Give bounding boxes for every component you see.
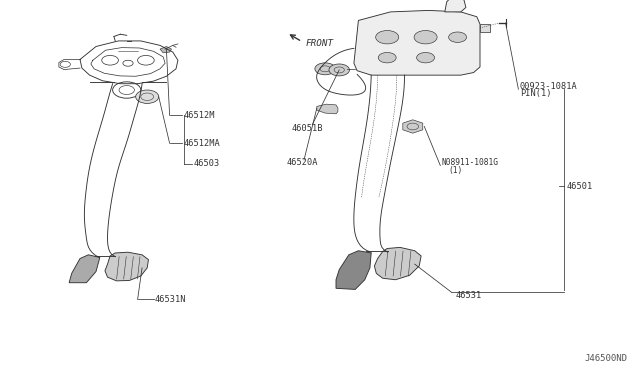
Text: 46503: 46503 — [193, 159, 220, 168]
Text: J46500ND: J46500ND — [584, 354, 627, 363]
Text: 46512MA: 46512MA — [184, 139, 220, 148]
Polygon shape — [354, 10, 480, 75]
Circle shape — [378, 52, 396, 63]
Text: 00923-1081A: 00923-1081A — [520, 82, 577, 91]
Text: FRONT: FRONT — [306, 39, 334, 48]
Polygon shape — [160, 46, 172, 53]
Polygon shape — [317, 104, 338, 114]
Polygon shape — [403, 120, 423, 133]
Polygon shape — [69, 255, 100, 283]
Text: 46520A: 46520A — [287, 158, 318, 167]
Text: 46531N: 46531N — [155, 295, 186, 304]
Text: (1): (1) — [448, 166, 462, 174]
Circle shape — [315, 63, 335, 75]
Text: 46501: 46501 — [566, 182, 593, 190]
Text: 46051B: 46051B — [291, 124, 323, 133]
Circle shape — [449, 32, 467, 42]
Circle shape — [136, 90, 159, 103]
Text: PIN(1): PIN(1) — [520, 89, 551, 97]
Text: 46512M: 46512M — [184, 111, 215, 120]
Polygon shape — [445, 0, 466, 12]
Circle shape — [414, 31, 437, 44]
Circle shape — [417, 52, 435, 63]
Polygon shape — [105, 252, 148, 281]
Polygon shape — [480, 24, 490, 32]
Text: N08911-1081G: N08911-1081G — [442, 158, 499, 167]
Circle shape — [329, 64, 349, 76]
Circle shape — [376, 31, 399, 44]
Polygon shape — [374, 247, 421, 280]
Text: 46531: 46531 — [456, 291, 482, 300]
Polygon shape — [336, 251, 371, 289]
